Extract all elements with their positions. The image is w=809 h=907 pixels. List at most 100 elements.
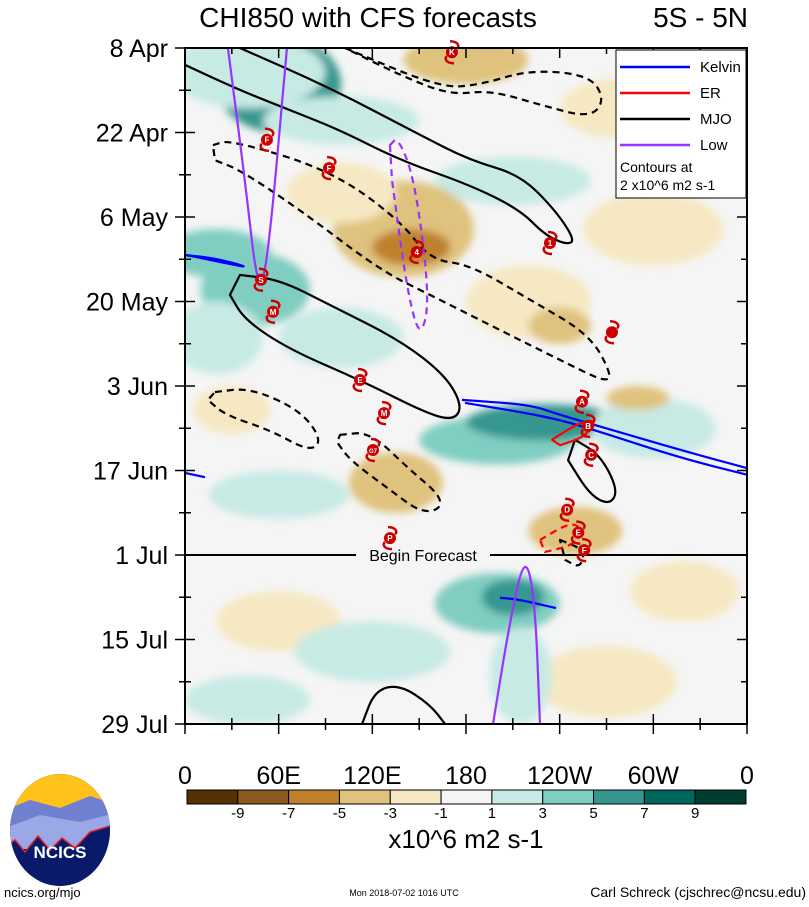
storm-icon-center (585, 448, 598, 461)
kelvin-contour (185, 253, 245, 268)
storm-marker (604, 320, 620, 345)
storm-icon-center (255, 273, 268, 286)
colorbar-swatch (237, 789, 290, 805)
storm-icon-center (366, 443, 379, 456)
storm-marker: S (253, 267, 269, 293)
colorbar-swatch (542, 789, 595, 805)
kelvin-contour (464, 401, 747, 476)
colorbar-level-label: 7 (640, 805, 648, 822)
x-tick-label: 0 (740, 762, 754, 790)
colorbar-swatch (491, 789, 544, 805)
y-tick-label: 20 May (86, 289, 168, 317)
y-tick-label: 15 Jul (101, 627, 168, 655)
shaded-blob (606, 385, 669, 411)
storm-marker: P (382, 525, 398, 551)
colorbar-swatch (288, 789, 340, 805)
colorbar-swatch (186, 789, 239, 805)
shaded-blob (348, 452, 443, 513)
storm-icon-center (267, 305, 280, 318)
storm-label: F (327, 164, 332, 173)
forecast-label-bg (356, 546, 490, 564)
storm-icon (570, 520, 586, 545)
shaded-blob (528, 307, 591, 344)
x-tick-label: 120E (343, 762, 401, 790)
storm-icon (604, 320, 620, 345)
storm-icon-center (561, 503, 574, 516)
storm-marker: M (265, 299, 281, 325)
storm-label: S (258, 276, 264, 285)
ncics-logo: NCICS (10, 774, 110, 886)
legend-label-low: Low (700, 137, 728, 154)
storm-marker: 4 (409, 239, 425, 265)
shaded-blob (185, 675, 310, 724)
shaded-blob (192, 385, 271, 435)
shaded-blob (590, 398, 716, 459)
storm-icon (576, 537, 592, 563)
y-tick-label: 1 Jul (115, 542, 168, 570)
colorbar-level-label: -1 (434, 805, 447, 822)
colorbar-units: x10^6 m2 s-1 (388, 824, 543, 854)
footer-left: ncics.org/mjo (4, 885, 81, 900)
storm-marker: D (559, 497, 575, 522)
storm-label: C (588, 451, 594, 460)
storm-marker: F (321, 155, 337, 181)
colorbar-level-label: 1 (488, 805, 496, 822)
storm-label: B (585, 422, 591, 431)
mjo-contour (228, 273, 461, 420)
shaded-blob (286, 162, 396, 224)
logo-text: NCICS (34, 843, 87, 862)
low-contour (226, 48, 289, 283)
storm-icon-center (410, 246, 423, 259)
axis-ticks: 0 60E 120E 180 120W 60W 0 8 Apr 22 Apr 6 May 20 Ma… (86, 35, 754, 790)
colorbar: -9 -7 -5 -3 -1 1 3 5 7 9 (186, 789, 747, 822)
kelvin-contour (499, 596, 557, 610)
storm-label: F (582, 546, 587, 555)
storm-marker: G7 (365, 437, 381, 463)
storm-icon (574, 389, 590, 414)
storm-label: A (579, 398, 585, 407)
contour-layer (185, 48, 747, 724)
shaded-blob (434, 156, 591, 205)
legend-label-mjo: MJO (700, 111, 732, 128)
mjo-contour (335, 432, 442, 513)
storm-icon-center (378, 407, 391, 420)
footer-right: Carl Schreck (cjschrec@ncsu.edu) (590, 884, 806, 900)
low-contour (491, 565, 542, 724)
storm-label: D (564, 506, 570, 515)
storm-label: P (387, 534, 393, 543)
y-tick-label: 8 Apr (110, 35, 168, 63)
colorbar-swatch (440, 789, 493, 805)
storm-icon (409, 239, 425, 265)
storm-icon (559, 497, 575, 522)
x-tick-label: 0 (178, 762, 192, 790)
storm-icon (265, 299, 281, 325)
shaded-blob (481, 579, 545, 616)
storm-marker: C (583, 442, 599, 468)
legend-box (615, 49, 747, 199)
storm-icon-center (383, 532, 396, 545)
shaded-blob (294, 621, 451, 682)
storm-marker: F (576, 537, 592, 563)
colorbar-level-label: -9 (231, 805, 244, 822)
storm-marker: F (259, 127, 275, 152)
colorbar-swatch (694, 789, 747, 805)
footer-center: Mon 2018-07-02 1016 UTC (349, 888, 459, 898)
storm-icon (583, 442, 599, 468)
colorbar-swatch (643, 789, 696, 805)
storm-label: 4 (414, 248, 419, 257)
shaded-blob (536, 645, 677, 718)
storm-icon (365, 437, 381, 463)
er-contour (538, 523, 581, 554)
shaded-blob (489, 627, 552, 724)
storm-marker: E (352, 367, 368, 393)
legend-note-1: Contours at (620, 159, 692, 175)
shaded-blob (629, 561, 740, 622)
storm-marker: B (580, 413, 596, 439)
forecast-start-label: Begin Forecast (369, 548, 477, 565)
mjo-contour (566, 438, 617, 504)
storm-label: 1 (548, 239, 553, 248)
storm-icon-center (543, 236, 556, 249)
storm-icon (580, 413, 596, 439)
legend-note-2: 2 x10^6 m2 s-1 (620, 177, 715, 193)
colorbar-level-label: 9 (691, 805, 699, 822)
